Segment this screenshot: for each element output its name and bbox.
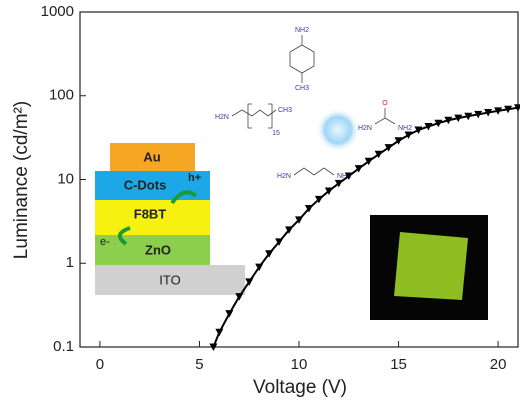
carrier-label: e- xyxy=(100,236,110,248)
data-point xyxy=(454,114,463,123)
arrow xyxy=(118,226,131,246)
data-point xyxy=(334,179,343,188)
data-point xyxy=(424,122,433,131)
layer-label: F8BT xyxy=(134,206,167,221)
molecule-label: H2N xyxy=(277,173,291,180)
ethylenediamine xyxy=(293,167,335,176)
data-point xyxy=(225,310,234,318)
urea xyxy=(374,108,396,125)
au-layer xyxy=(110,143,195,171)
data-point xyxy=(245,278,254,286)
y-tick-label: 0.1 xyxy=(53,338,74,355)
carrier-label: h+ xyxy=(188,172,201,184)
data-point xyxy=(354,165,363,173)
molecule-label: O xyxy=(382,100,388,107)
data-point xyxy=(209,343,218,351)
data-point xyxy=(384,144,393,152)
data-point xyxy=(275,238,284,246)
x-tick-label: 20 xyxy=(490,356,507,373)
x-tick-label: 5 xyxy=(195,356,203,373)
cdots-layer xyxy=(95,171,210,200)
molecule-label: H2N xyxy=(358,125,372,132)
molecule-label: 15 xyxy=(272,130,280,137)
y-axis-label: Luminance (cd/m²) xyxy=(11,101,32,259)
device-stack: Au C-Dots F8BT ZnO ITO h+ e- xyxy=(95,143,245,295)
data-point xyxy=(235,293,244,301)
chain xyxy=(231,109,253,117)
data-point xyxy=(324,187,333,195)
data-point xyxy=(504,105,513,114)
data-point xyxy=(484,109,493,117)
f8bt-layer xyxy=(95,200,210,235)
molecule-label: NH2 xyxy=(295,27,309,34)
y-tick-label: 100 xyxy=(49,87,74,104)
ito-layer xyxy=(95,265,245,295)
chain xyxy=(251,109,277,117)
data-point xyxy=(444,116,453,125)
data-point xyxy=(414,126,423,134)
molecule-label: NH2 xyxy=(337,173,351,180)
data-point xyxy=(215,328,224,337)
data-point xyxy=(394,137,403,145)
layer-label: ZnO xyxy=(145,242,171,257)
x-axis-label: Voltage (V) xyxy=(253,377,347,398)
data-point xyxy=(285,226,294,234)
x-tick-label: 0 xyxy=(96,356,104,373)
data-point xyxy=(344,172,353,181)
data-point xyxy=(265,250,274,258)
data-point xyxy=(364,157,373,166)
data-point xyxy=(304,205,313,213)
data-point xyxy=(514,104,520,112)
molecules xyxy=(231,35,396,176)
cdot-glow xyxy=(316,108,360,152)
data-point xyxy=(314,195,323,204)
benzene xyxy=(289,44,315,74)
data-point xyxy=(464,112,473,121)
data-point xyxy=(255,263,264,272)
x-tick-label: 15 xyxy=(390,356,407,373)
device-photo xyxy=(370,215,488,320)
layer-label: ITO xyxy=(159,272,180,287)
layer-label: Au xyxy=(143,149,160,164)
emitting-pixel xyxy=(394,232,468,300)
molecule-label: CH3 xyxy=(295,85,309,92)
zno-layer xyxy=(95,235,210,265)
molecule-label: H2N xyxy=(215,114,229,121)
arrow xyxy=(170,190,198,205)
molecule-label: NH2 xyxy=(398,125,412,132)
data-point xyxy=(474,110,483,119)
data-point xyxy=(404,131,413,139)
bracket xyxy=(247,103,273,129)
data-point xyxy=(494,107,503,115)
data-point xyxy=(434,119,443,128)
layer-label: C-Dots xyxy=(124,177,167,192)
y-tick-label: 1000 xyxy=(41,3,74,20)
y-tick-label: 1 xyxy=(66,254,74,271)
molecule-label: CH3 xyxy=(278,107,292,114)
data-point xyxy=(295,216,303,224)
y-tick-label: 10 xyxy=(57,170,74,187)
data-point xyxy=(374,150,383,159)
x-tick-label: 10 xyxy=(291,356,308,373)
